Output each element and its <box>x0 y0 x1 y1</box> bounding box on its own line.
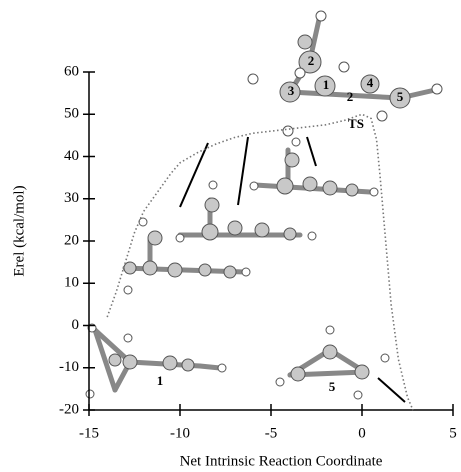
y-tick-label: 50 <box>64 106 79 122</box>
annotation: 5 <box>397 89 404 104</box>
annotation: 4 <box>367 75 374 90</box>
annotation: 5 <box>329 379 336 394</box>
y-tick-label: 0 <box>72 317 80 333</box>
annotation: 1 <box>157 373 164 388</box>
y-tick-label: 60 <box>64 63 79 79</box>
x-axis-label: Net Intrinsic Reaction Coordinate <box>180 453 383 469</box>
x-tick-label: -10 <box>170 425 190 441</box>
y-tick-label: 40 <box>64 148 79 164</box>
y-axis-label: Erel (kcal/mol) <box>11 185 27 276</box>
x-tick-label: 5 <box>449 425 457 441</box>
annotation: TS <box>348 116 364 131</box>
x-tick-label: -15 <box>79 425 99 441</box>
y-tick-label: -10 <box>59 359 79 375</box>
y-tick-label: 30 <box>64 190 79 206</box>
y-tick-label: 20 <box>64 232 79 248</box>
y-tick-label: 10 <box>64 275 79 291</box>
x-tick-label: 0 <box>358 425 366 441</box>
y-tick-label: -20 <box>59 401 79 417</box>
x-tick-label: -5 <box>265 425 278 441</box>
annotation: 3 <box>288 83 295 98</box>
annotation: 2 <box>347 89 354 104</box>
annotation: 2 <box>308 53 315 68</box>
annotation: 1 <box>323 77 330 92</box>
molecules <box>85 10 443 403</box>
series-line <box>106 113 414 411</box>
